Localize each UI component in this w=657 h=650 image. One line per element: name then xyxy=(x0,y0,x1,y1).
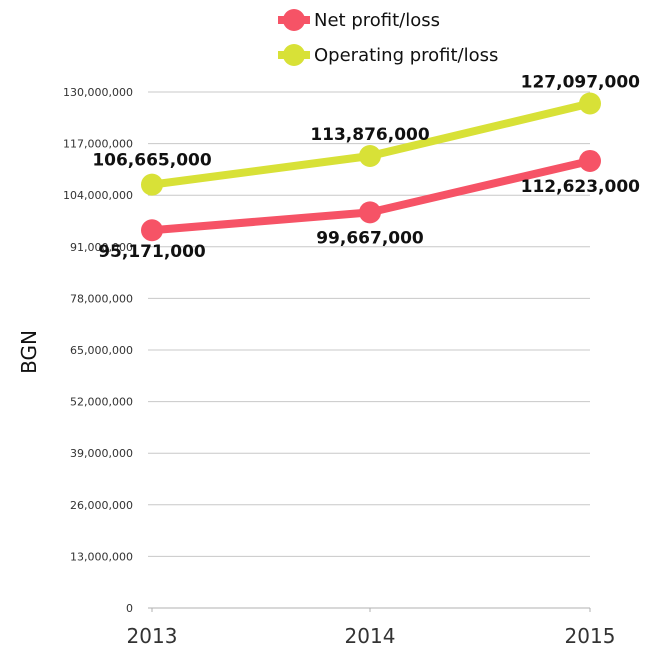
legend-marker xyxy=(283,44,305,66)
data-point xyxy=(579,149,601,172)
y-tick-label: 65,000,000 xyxy=(70,344,133,357)
data-label: 95,171,000 xyxy=(98,242,206,262)
legend-line xyxy=(298,16,310,24)
data-labels: 95,171,000 99,667,000 112,623,000 106,665,0… xyxy=(92,73,640,263)
data-label: 106,665,000 xyxy=(92,151,212,171)
y-tick-label: 117,000,000 xyxy=(63,138,133,151)
y-axis-tick-labels: 0 13,000,000 26,000,000 39,000,000 52,000,00… xyxy=(63,86,133,615)
legend-label: Net profit/loss xyxy=(314,10,440,31)
x-axis-ticks: 2013 2014 2015 xyxy=(127,608,616,648)
data-point xyxy=(579,92,601,115)
data-label: 112,623,000 xyxy=(521,177,641,197)
legend-marker xyxy=(283,9,305,31)
y-tick-label: 91,000,000 xyxy=(70,241,133,254)
legend-label: Operating profit/loss xyxy=(314,45,498,66)
series-layer xyxy=(141,92,601,242)
x-tick-label: 2015 xyxy=(565,624,616,648)
y-tick-label: 39,000,000 xyxy=(70,447,133,460)
x-tick-label: 2014 xyxy=(345,624,396,648)
x-tick-label: 2013 xyxy=(127,624,178,648)
data-point xyxy=(141,173,163,196)
y-tick-label: 13,000,000 xyxy=(70,550,133,563)
y-tick-label: 52,000,000 xyxy=(70,396,133,409)
legend: Net profit/loss Operating profit/loss xyxy=(278,9,498,66)
y-tick-label: 78,000,000 xyxy=(70,292,133,305)
y-tick-label: 26,000,000 xyxy=(70,499,133,512)
data-label: 113,876,000 xyxy=(310,125,430,145)
legend-line xyxy=(278,51,290,59)
data-label: 127,097,000 xyxy=(521,73,641,93)
y-axis-title: BGN xyxy=(17,330,41,374)
gridlines xyxy=(148,91,590,557)
data-point xyxy=(141,219,163,242)
y-tick-label: 0 xyxy=(126,602,133,615)
y-tick-label: 104,000,000 xyxy=(63,189,133,202)
data-point xyxy=(359,144,381,167)
data-label: 99,667,000 xyxy=(316,228,424,248)
legend-line xyxy=(278,16,290,24)
legend-line xyxy=(298,51,310,59)
data-point xyxy=(359,201,381,224)
y-tick-label: 130,000,000 xyxy=(63,86,133,99)
